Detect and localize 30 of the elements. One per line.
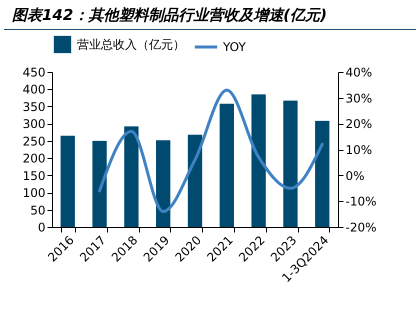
bar xyxy=(251,94,266,227)
y-tick-label: 350 xyxy=(22,100,46,114)
y-tick-label: 400 xyxy=(22,82,46,97)
bar xyxy=(283,100,298,227)
legend-label: 营业总收入（亿元） xyxy=(77,38,185,52)
legend-label: YOY xyxy=(222,40,246,54)
y2-tick-label: -10% xyxy=(346,194,377,209)
bar xyxy=(220,104,234,227)
bar xyxy=(60,136,75,227)
chart-title: 图表142：其他塑料制品行业营收及增速(亿元) xyxy=(4,0,416,30)
y-tick-label: 300 xyxy=(22,117,46,132)
y-tick-label: 150 xyxy=(22,168,46,183)
y-tick-label: 0 xyxy=(38,220,46,234)
y-tick-label: 450 xyxy=(22,66,46,80)
line-series xyxy=(98,88,324,213)
y-tick-label: 100 xyxy=(22,186,46,200)
y-tick-label: 200 xyxy=(22,152,46,166)
y-tick-label: 250 xyxy=(22,134,46,148)
y2-tick-label: 0% xyxy=(346,168,365,183)
y2-tick-label: 40% xyxy=(346,66,372,80)
bar xyxy=(124,126,139,227)
bar xyxy=(315,120,330,227)
bar xyxy=(156,140,170,227)
y2-tick-label: 20% xyxy=(346,117,372,132)
y-tick-label: 50 xyxy=(30,203,46,218)
bar xyxy=(92,140,107,227)
y2-tick-label: -20% xyxy=(346,220,377,234)
bar xyxy=(188,134,202,227)
y2-tick-label: 10% xyxy=(346,143,372,157)
y2-tick-label: 30% xyxy=(346,91,372,106)
